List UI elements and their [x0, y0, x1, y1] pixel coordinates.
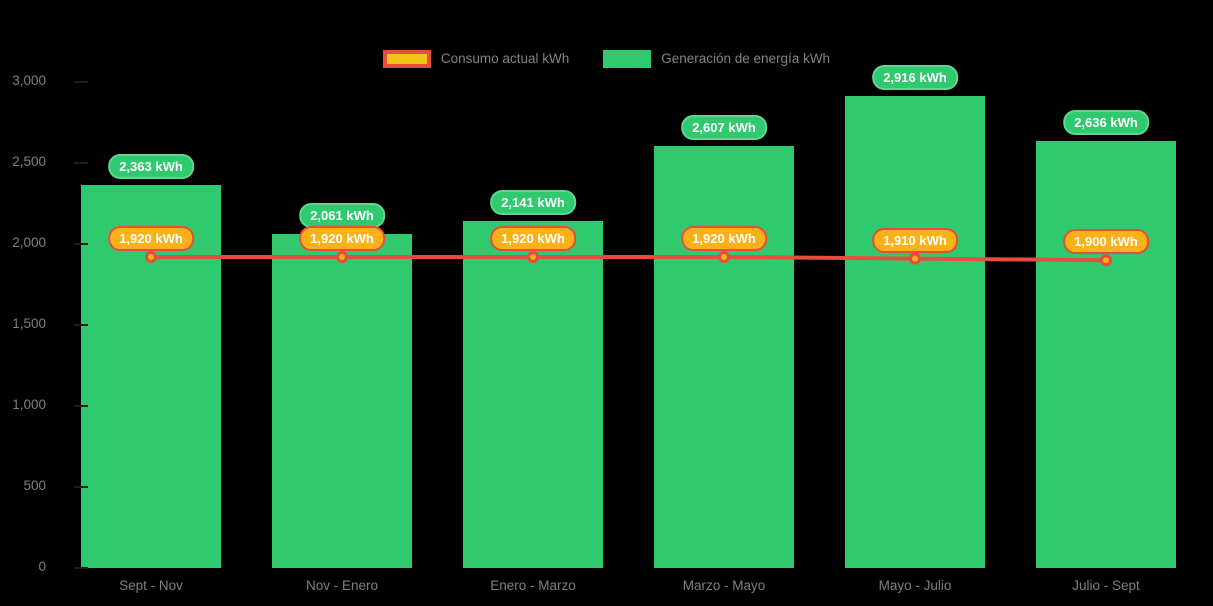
- generation-value-label: 2,916 kWh: [872, 64, 958, 90]
- x-axis-label: Enero - Marzo: [490, 578, 576, 593]
- y-axis-tick: [74, 81, 88, 83]
- generation-bar[interactable]: [272, 234, 412, 568]
- y-axis-tick: [74, 405, 88, 407]
- generation-bar[interactable]: [654, 145, 794, 568]
- generation-value-label: 2,363 kWh: [108, 154, 194, 180]
- y-axis-label: 1,000: [12, 397, 46, 412]
- generation-bar[interactable]: [845, 95, 985, 568]
- consumption-point-marker[interactable]: [145, 250, 157, 263]
- consumption-legend-label: Consumo actual kWh: [440, 51, 570, 66]
- generation-legend-swatch-icon: [603, 50, 652, 68]
- consumption-value-label: 1,910 kWh: [872, 227, 958, 253]
- y-axis-label: 0: [38, 559, 46, 574]
- legend-item-generation[interactable]: Generación de energía kWh: [603, 50, 830, 68]
- y-axis-label: 1,500: [12, 316, 46, 331]
- generation-value-label: 2,636 kWh: [1063, 109, 1149, 135]
- generation-value-label: 2,061 kWh: [299, 203, 385, 229]
- y-axis-label: 2,000: [12, 235, 46, 250]
- generation-bar[interactable]: [463, 221, 603, 568]
- generation-bar[interactable]: [1036, 140, 1176, 568]
- consumption-value-label: 1,920 kWh: [490, 225, 576, 251]
- x-axis-label: Nov - Enero: [305, 578, 379, 593]
- y-axis-tick: [74, 486, 88, 488]
- x-axis-label: Marzo - Mayo: [682, 578, 766, 593]
- y-axis-tick: [74, 162, 88, 164]
- y-axis-label: 500: [23, 478, 46, 493]
- x-axis-label: Mayo - Julio: [878, 578, 952, 593]
- y-axis-tick: [74, 324, 88, 326]
- consumption-legend-swatch-icon: [382, 50, 431, 68]
- consumption-point-marker[interactable]: [1100, 254, 1112, 267]
- consumption-value-label: 1,920 kWh: [299, 225, 385, 251]
- y-axis-label: 3,000: [12, 73, 46, 88]
- consumption-value-label: 1,920 kWh: [108, 225, 194, 251]
- chart-legend: Consumo actual kWh Generación de energía…: [0, 50, 1213, 68]
- generation-value-label: 2,141 kWh: [490, 190, 576, 216]
- consumption-point-marker[interactable]: [718, 250, 730, 263]
- consumption-line: [151, 254, 1107, 263]
- y-axis-tick: [74, 567, 88, 569]
- legend-item-consumption[interactable]: Consumo actual kWh: [382, 50, 570, 68]
- consumption-point-marker[interactable]: [336, 250, 348, 263]
- x-axis-label: Sept - Nov: [119, 578, 183, 593]
- consumption-value-label: 1,920 kWh: [681, 225, 767, 251]
- consumption-point-marker[interactable]: [909, 252, 921, 265]
- y-axis-label: 2,500: [12, 154, 46, 169]
- y-axis-tick: [74, 243, 88, 245]
- generation-legend-label: Generación de energía kWh: [661, 51, 831, 66]
- x-axis-label: Julio - Sept: [1072, 578, 1140, 593]
- consumption-point-marker[interactable]: [527, 250, 539, 263]
- consumption-value-label: 1,900 kWh: [1063, 229, 1149, 255]
- generation-value-label: 2,607 kWh: [681, 114, 767, 140]
